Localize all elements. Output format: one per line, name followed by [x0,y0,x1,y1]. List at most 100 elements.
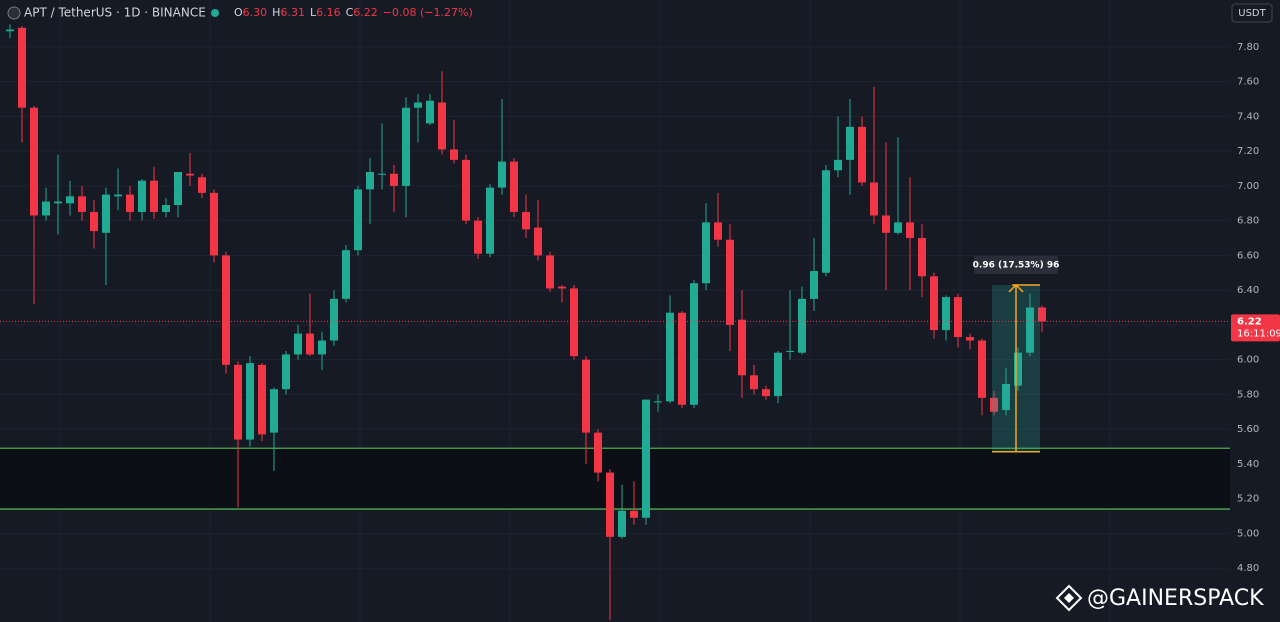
y-tick-label: 6.80 [1237,216,1259,227]
candle-body [66,196,74,204]
y-tick-label: 5.80 [1237,389,1259,400]
candle-body [726,239,734,325]
candle-body [138,180,146,212]
ohlc-value: 6.30 [243,6,268,19]
candle-body [318,340,326,355]
y-tick-label: 4.80 [1237,563,1259,574]
candle-body [90,211,98,232]
ohlc-key: C [346,6,354,19]
zones [0,447,1230,510]
candle-body [426,100,434,124]
candle-body [306,333,314,355]
y-tick-label: 6.00 [1237,355,1259,366]
candle-body [990,397,998,412]
candle-body [858,126,866,183]
candle-body [42,201,50,216]
y-tick-label: 5.60 [1237,424,1259,435]
candle-body [882,215,890,233]
ohlc-value: 6.31 [280,6,305,19]
candle-body [102,194,110,233]
candle-body [558,286,566,289]
candle-body [1002,383,1010,411]
candle-body [762,389,770,397]
candle-body [954,297,962,338]
candle-body [522,211,530,230]
ohlc-value: 6.22 [353,6,378,19]
candle-body [186,173,194,176]
symbol-icon [7,6,21,20]
candle-body [462,159,470,221]
y-tick-label: 5.20 [1237,494,1259,505]
candle-body [642,399,650,518]
candle-body [486,187,494,254]
candle-body [30,107,38,216]
candle-body [438,102,446,150]
candle-body [198,177,206,193]
candle-body [618,510,626,537]
candle-body [162,205,170,212]
currency-button[interactable] [1231,3,1273,23]
y-tick-label: 6.40 [1237,285,1259,296]
candle-body [582,359,590,433]
status-dot [211,9,219,17]
watermark-icon [1055,584,1083,612]
overlay: 0.96 (17.53%) 96 [0,255,1230,453]
candle-body [366,172,374,190]
candle-body [594,432,602,473]
ohlc-key: L [310,6,317,19]
candle-body [150,180,158,212]
y-tick-label: 7.80 [1237,42,1259,53]
candle-body [414,102,422,108]
candle-body [750,375,758,390]
candle-body [222,255,230,365]
candle-body [930,276,938,331]
candle-body [702,222,710,284]
candle-body [402,107,410,186]
candle-body [606,472,614,537]
candle-body [666,312,674,402]
last-price-label: 6.22 [1237,316,1262,327]
candle-body [966,337,974,341]
candle-body [474,220,482,254]
candle-body [294,333,302,355]
candle-body [534,227,542,256]
candle-body [354,189,362,251]
countdown-label: 16:11:09 [1237,328,1280,339]
price-axis: 7.807.607.407.207.006.806.606.406.206.00… [1231,42,1280,574]
candle-body [18,27,26,108]
candle-body [78,196,86,212]
candle-body [822,170,830,273]
candle-body [630,510,638,518]
currency-label[interactable]: USDT [1238,8,1266,19]
y-tick-label: 7.60 [1237,77,1259,88]
candle-body [846,126,854,160]
candle-body [786,350,794,352]
candle-body [810,271,818,299]
y-tick-label: 7.40 [1237,111,1259,122]
ohlc-key: H [272,6,280,19]
candle-body [798,298,806,353]
candle-body [1038,307,1046,322]
candle-body [870,182,878,216]
candle-body [714,222,722,240]
candle-body [906,222,914,239]
candle-body [654,401,662,403]
candle-body [450,149,458,160]
ohlc-change: −0.08 (−1.27%) [383,6,473,19]
ohlc-key: O [234,6,243,19]
candle-body [234,364,242,440]
candle-body [342,250,350,299]
candle-body [1014,352,1022,386]
candle-body [570,288,578,357]
chart-title: APT / TetherUS · 1D · BINANCE [24,6,206,20]
candle-body [546,255,554,289]
candle-body [6,29,14,32]
y-tick-label: 7.00 [1237,181,1259,192]
y-tick-label: 5.40 [1237,459,1259,470]
candle-body [510,161,518,212]
support-zone [0,448,1230,510]
candle-body [282,354,290,390]
